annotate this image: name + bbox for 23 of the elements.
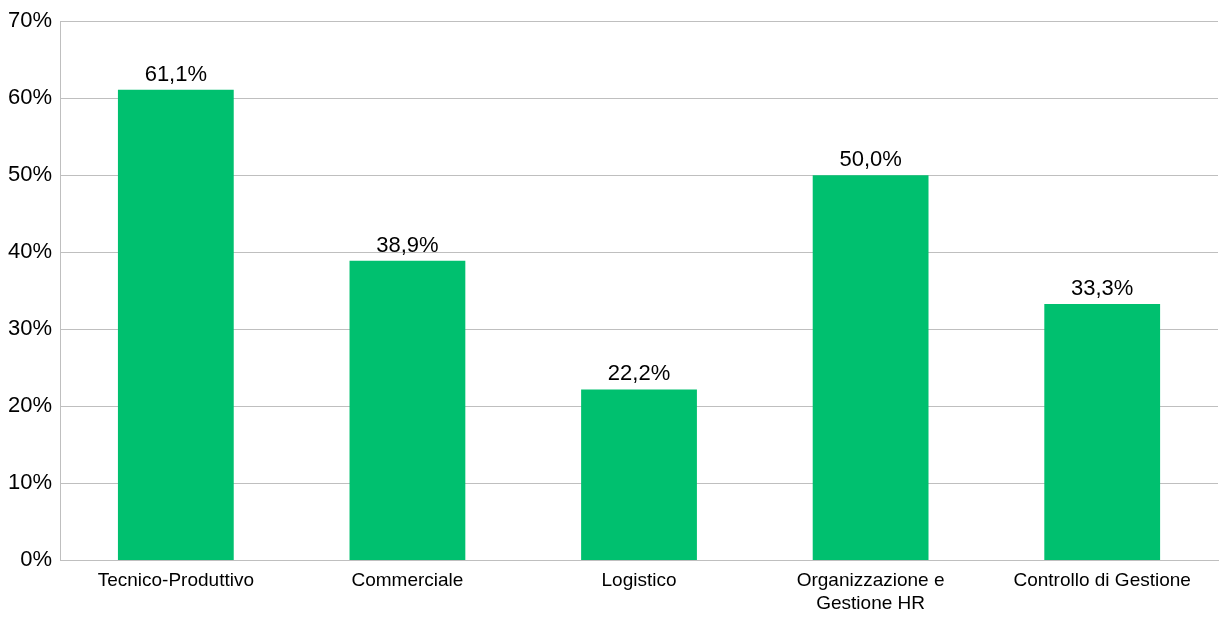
bar [812,175,929,560]
data-label: 22,2% [607,360,671,386]
data-label: 38,9% [376,231,439,257]
bar [581,389,697,560]
y-tick-label: 40% [7,238,53,264]
y-tick-label: 60% [7,84,53,110]
data-label: 61,1% [144,60,208,86]
y-tick-label: 70% [7,7,53,33]
data-label: 33,3% [1071,274,1134,300]
y-tick-label: 30% [7,315,53,341]
x-tick-label: Tecnico-Produttivo [97,569,254,591]
x-tick-label: Organizzazione e Gestione HR [796,569,945,613]
y-tick-label: 0% [20,546,53,572]
y-tick-label: 10% [7,469,53,495]
x-tick-label: Controllo di Gestione [1013,569,1191,591]
x-tick-label: Commerciale [351,569,464,591]
y-tick-label: 50% [7,161,53,187]
x-tick-label: Logistico [601,569,677,591]
y-tick-label: 20% [7,392,53,418]
bar [117,89,234,560]
bar [349,260,466,560]
data-label: 50,0% [839,146,902,172]
bar [1044,303,1161,560]
